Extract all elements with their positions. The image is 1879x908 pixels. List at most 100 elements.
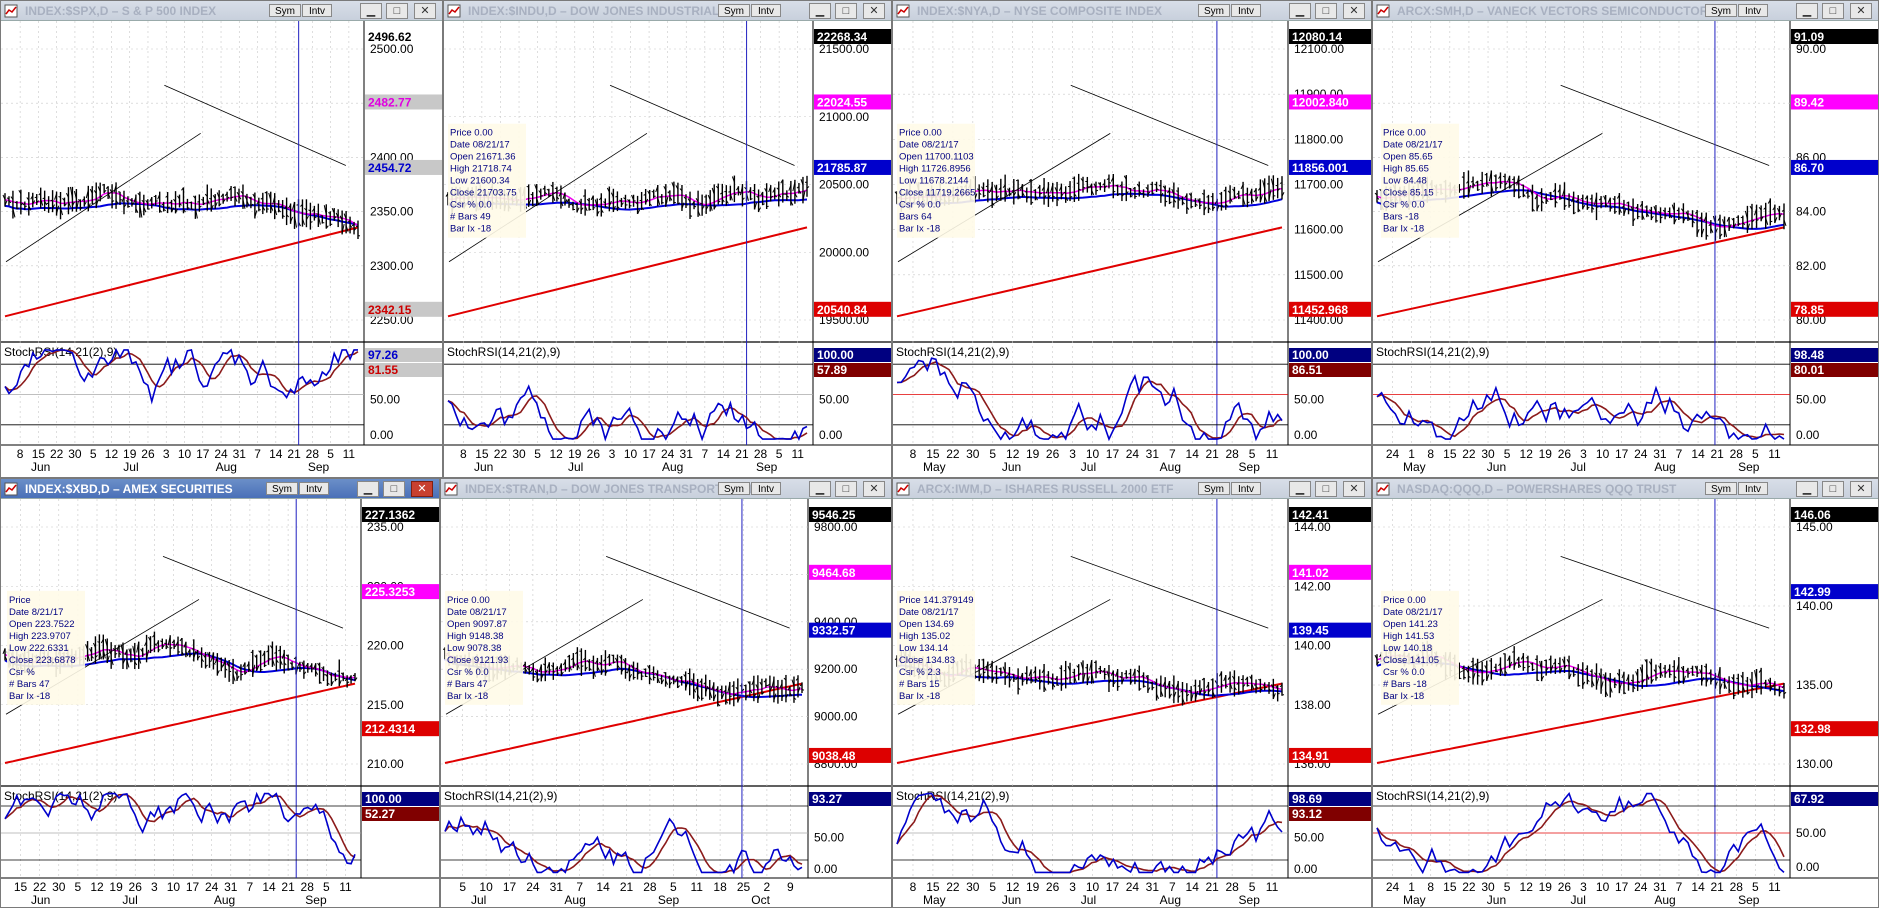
chart-canvas[interactable]: 15 22 30 5 12 19 26 3 10 17 24 31 7 14 21 28 5 11 Jun Jul Au… [1, 499, 440, 908]
window-titlebar[interactable]: INDEX:$INDU,D – DOW JONES INDUSTRIALS Sym… [444, 1, 891, 21]
trendline[interactable] [609, 84, 795, 166]
date-tick: 7 [254, 447, 261, 461]
maximize-button[interactable]: □ [1822, 481, 1844, 497]
chart-window-smh[interactable]: ARCX:SMH,D – VANECK VECTORS SEMICONDUCTO… [1372, 0, 1879, 478]
chart-window-spx[interactable]: INDEX:$SPX,D – S & P 500 INDEX Sym Intv ▁ □ ✕… [0, 0, 443, 478]
trendline[interactable] [164, 84, 347, 166]
chart-window-indu[interactable]: INDEX:$INDU,D – DOW JONES INDUSTRIALS Sym… [443, 0, 892, 478]
trendline[interactable] [448, 133, 648, 263]
window-titlebar[interactable]: NASDAQ:QQQ,D – POWERSHARES QQQ TRUST Sym I… [1373, 479, 1878, 499]
interval-button[interactable]: Intv [751, 482, 781, 495]
chart-window-iwm[interactable]: ARCX:IWM,D – ISHARES RUSSELL 2000 ETF Sym… [892, 478, 1372, 908]
chart-canvas[interactable]: 8 15 22 30 5 12 19 26 3 10 17 24 31 7 14 21 28 5 11 Jun Jul A… [444, 21, 892, 478]
chart-window-tran[interactable]: INDEX:$TRAN,D – DOW JONES TRANSPORTATION… [440, 478, 892, 908]
date-tick: 28 [301, 880, 315, 894]
close-button[interactable]: ✕ [1850, 3, 1872, 19]
sym-button[interactable]: Sym [1705, 4, 1737, 17]
maximize-button[interactable]: □ [386, 3, 408, 19]
date-tick: 12 [1006, 880, 1020, 894]
close-button[interactable]: ✕ [1850, 481, 1872, 497]
close-button[interactable]: ✕ [411, 481, 433, 497]
chart-window-qqq[interactable]: NASDAQ:QQQ,D – POWERSHARES QQQ TRUST Sym I… [1372, 478, 1879, 908]
interval-button[interactable]: Intv [302, 4, 332, 17]
stochrsi-line [4, 791, 356, 865]
close-button[interactable]: ✕ [863, 481, 885, 497]
window-titlebar[interactable]: INDEX:$TRAN,D – DOW JONES TRANSPORTATION… [441, 479, 891, 499]
sym-button[interactable]: Sym [718, 482, 750, 495]
sym-button[interactable]: Sym [718, 4, 750, 17]
maximize-button[interactable]: □ [1822, 3, 1844, 19]
minimize-button[interactable]: ▁ [1796, 3, 1818, 19]
window-titlebar[interactable]: ARCX:IWM,D – ISHARES RUSSELL 2000 ETF Sym… [893, 479, 1371, 499]
chart-window-icon[interactable] [896, 482, 910, 496]
trendline[interactable] [5, 133, 201, 263]
chart-window-icon[interactable] [447, 4, 461, 18]
minimize-button[interactable]: ▁ [1796, 481, 1818, 497]
sym-button[interactable]: Sym [1705, 482, 1737, 495]
chart-canvas[interactable]: 24 1 8 15 22 30 5 12 19 26 3 10 17 24 31 7 14 21 28 5 11 May J… [1373, 21, 1879, 478]
date-tick: 31 [224, 880, 238, 894]
chart-canvas[interactable]: 8 15 22 30 5 12 19 26 3 10 17 24 31 7 14 21 28 5 11 Jun Jul A… [1, 21, 443, 478]
trendline[interactable] [1070, 84, 1269, 166]
window-titlebar[interactable]: INDEX:$SPX,D – S & P 500 INDEX Sym Intv ▁ □ ✕ [1, 1, 442, 21]
close-button[interactable]: ✕ [1343, 3, 1365, 19]
chart-window-icon[interactable] [4, 482, 18, 496]
interval-button[interactable]: Intv [751, 4, 781, 17]
chart-canvas[interactable]: 8 15 22 30 5 12 19 26 3 10 17 24 31 7 14 21 28 5 11 May Jun J… [893, 21, 1372, 478]
minimize-button[interactable]: ▁ [809, 3, 831, 19]
minimize-button[interactable]: ▁ [1289, 481, 1311, 497]
sym-button[interactable]: Sym [269, 4, 301, 17]
maximize-button[interactable]: □ [1315, 3, 1337, 19]
chart-window-icon[interactable] [1376, 4, 1390, 18]
price-tick: 210.00 [367, 757, 404, 771]
date-tick: 10 [479, 880, 493, 894]
interval-button[interactable]: Intv [299, 482, 329, 495]
chart-window-icon[interactable] [4, 4, 18, 18]
minimize-button[interactable]: ▁ [809, 481, 831, 497]
close-button[interactable]: ✕ [1343, 481, 1365, 497]
minimize-button[interactable]: ▁ [360, 3, 382, 19]
chart-window-xbd[interactable]: INDEX:$XBD,D – AMEX SECURITIES Sym Intv ▁ □ ✕… [0, 478, 440, 908]
minimize-button[interactable]: ▁ [1289, 3, 1311, 19]
interval-button[interactable]: Intv [1231, 4, 1261, 17]
interval-button[interactable]: Intv [1738, 4, 1768, 17]
maximize-button[interactable]: □ [835, 3, 857, 19]
chart-window-icon[interactable] [896, 4, 910, 18]
stochrsi-line [1376, 792, 1785, 875]
sym-button[interactable]: Sym [266, 482, 298, 495]
close-button[interactable]: ✕ [414, 3, 436, 19]
chart-canvas[interactable]: 24 1 8 15 22 30 5 12 19 26 3 10 17 24 31 7 14 21 28 5 11 May J… [1373, 499, 1879, 908]
price-tick: 9800.00 [814, 520, 858, 534]
chart-canvas[interactable]: 5 10 17 24 31 7 14 21 28 5 11 18 25 2 9 Jul Aug Sep Oct 980… [441, 499, 892, 908]
window-titlebar[interactable]: INDEX:$NYA,D – NYSE COMPOSITE INDEX Sym In… [893, 1, 1371, 21]
date-tick: 15 [1443, 880, 1457, 894]
maximize-button[interactable]: □ [1315, 481, 1337, 497]
trendline[interactable] [1377, 133, 1603, 263]
window-titlebar[interactable]: INDEX:$XBD,D – AMEX SECURITIES Sym Intv ▁ □ ✕ [1, 479, 439, 499]
month-label: May [1403, 893, 1426, 907]
maximize-button[interactable]: □ [383, 481, 405, 497]
window-titlebar[interactable]: ARCX:SMH,D – VANECK VECTORS SEMICONDUCTO… [1373, 1, 1878, 21]
interval-button[interactable]: Intv [1738, 482, 1768, 495]
chart-window-icon[interactable] [1376, 482, 1390, 496]
trendline[interactable] [1560, 84, 1770, 166]
trendline[interactable] [1560, 556, 1770, 629]
trendline[interactable] [1070, 556, 1269, 629]
sym-button[interactable]: Sym [1198, 4, 1230, 17]
svg-text:141.02: 141.02 [1292, 566, 1329, 580]
price-tag: 2482.77 [365, 94, 442, 110]
trendline[interactable] [162, 556, 344, 629]
maximize-button[interactable]: □ [835, 481, 857, 497]
chart-canvas[interactable]: 8 15 22 30 5 12 19 26 3 10 17 24 31 7 14 21 28 5 11 May Jun J… [893, 499, 1372, 908]
close-button[interactable]: ✕ [863, 3, 885, 19]
price-tick: 135.00 [1796, 678, 1833, 692]
minimize-button[interactable]: ▁ [357, 481, 379, 497]
sym-button[interactable]: Sym [1198, 482, 1230, 495]
trendline[interactable] [606, 556, 790, 629]
interval-button[interactable]: Intv [1231, 482, 1261, 495]
trendline[interactable] [897, 133, 1111, 263]
date-tick: 14 [1691, 880, 1705, 894]
chart-window-icon[interactable] [444, 482, 458, 496]
chart-window-nya[interactable]: INDEX:$NYA,D – NYSE COMPOSITE INDEX Sym In… [892, 0, 1372, 478]
month-label: Sep [1239, 460, 1261, 474]
